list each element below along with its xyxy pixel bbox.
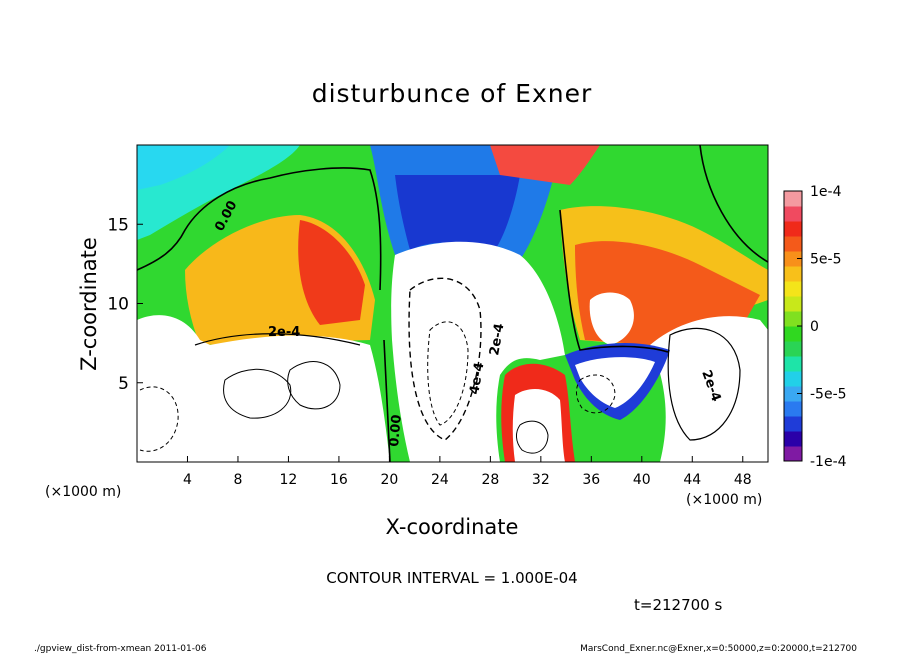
- contour-dashed-right-mid: [576, 374, 616, 414]
- contour-line-2e4-left: [194, 333, 361, 346]
- contour-line-zero-left: [137, 167, 382, 291]
- contour-loop-left-2: [287, 361, 341, 410]
- contour-dashed-center-inner: [427, 321, 469, 426]
- time-label: t=212700 s: [634, 596, 722, 614]
- colorbar-segment: [784, 266, 802, 282]
- heatmap-field: 0.00 2e-4 2e-4 4e-4 0.00 2e-4: [137, 145, 768, 462]
- x-tick-label: 40: [633, 472, 651, 488]
- x-axis: 4 8 12 16 20 24 28 32 36 40 44 48: [183, 456, 752, 488]
- field-region-cyan-ul-2: [137, 145, 230, 190]
- x-unit-label-right: (×1000 m): [686, 492, 762, 508]
- field-region-white-lower-center: [512, 388, 565, 462]
- colorbar-segment: [784, 371, 802, 387]
- footer-right: MarsCond_Exner.nc@Exner,x=0:50000,z=0:20…: [580, 644, 857, 654]
- x-tick-label: 20: [380, 472, 398, 488]
- chart-title: disturbunce of Exner: [312, 79, 593, 108]
- x-tick-label: 4: [183, 472, 192, 488]
- colorbar-tick-label: 0: [810, 319, 819, 335]
- x-tick-label: 12: [280, 472, 298, 488]
- colorbar-segment: [784, 446, 802, 462]
- footer-left: ./gpview_dist-from-xmean 2011-01-06: [34, 644, 207, 654]
- colorbar-segment: [784, 191, 802, 207]
- y-axis: 5 10 15: [107, 215, 143, 394]
- colorbar-segment: [784, 386, 802, 402]
- y-axis-label: Z-coordinate: [77, 237, 101, 371]
- x-tick-label: 8: [233, 472, 242, 488]
- y-tick-label: 15: [107, 215, 129, 235]
- contour-dashed-center-outer: [408, 277, 482, 441]
- colorbar-frame: [783, 190, 803, 462]
- x-tick-label: 16: [330, 472, 348, 488]
- colorbar-tick-label: 5e-5: [810, 252, 841, 268]
- field-region-white-left: [137, 315, 390, 462]
- colorbar-segment: [784, 326, 802, 342]
- field-region-white-ur-blob: [589, 292, 634, 345]
- contour-loop-left-1: [223, 368, 292, 419]
- colorbar-tick-label: -1e-4: [810, 454, 847, 470]
- field-region-white-center: [391, 241, 565, 462]
- colorbar-segment: [784, 356, 802, 372]
- contour-line-zero-right: [699, 145, 768, 263]
- colorbar-segment: [784, 431, 802, 447]
- x-tick-label: 24: [431, 472, 449, 488]
- contour-loop-lower-center: [516, 420, 549, 454]
- x-tick-label: 36: [582, 472, 600, 488]
- colorbar-segment: [784, 401, 802, 417]
- y-tick-label: 5: [118, 374, 129, 394]
- x-tick-label: 48: [734, 472, 752, 488]
- x-tick-label: 44: [683, 472, 701, 488]
- contour-line-zero-center: [559, 209, 669, 353]
- colorbar-segment: [784, 341, 802, 357]
- colorbar-segment: [784, 281, 802, 297]
- x-tick-label: 32: [532, 472, 550, 488]
- field-region-red-left: [298, 220, 365, 325]
- contour-line-zero-lower: [383, 339, 391, 462]
- field-region-red-top: [490, 145, 600, 185]
- colorbar-segment: [784, 416, 802, 432]
- colorbar-segment: [784, 251, 802, 267]
- y-tick-label: 10: [107, 295, 129, 315]
- contour-label: 2e-4: [487, 322, 507, 356]
- contour-label: 0.00: [387, 414, 405, 447]
- colorbar-tick-label: -5e-5: [810, 387, 847, 403]
- contour-label: 2e-4: [268, 325, 300, 340]
- colorbar-segment: [784, 236, 802, 252]
- contour-interval: CONTOUR INTERVAL = 1.000E-04: [326, 569, 577, 587]
- colorbar: 1e-4 5e-5 0 -5e-5 -1e-4: [784, 184, 847, 470]
- contour-dashed-left-edge: [139, 386, 179, 452]
- contour-label: 4e-4: [467, 361, 487, 395]
- colorbar-segment: [784, 296, 802, 312]
- colorbar-segment: [784, 206, 802, 222]
- contour-loop-right: [667, 327, 741, 441]
- x-tick-label: 28: [481, 472, 499, 488]
- colorbar-segment: [784, 221, 802, 237]
- x-unit-label: (×1000 m): [45, 484, 121, 500]
- field-region-white-right-mid: [575, 357, 655, 408]
- colorbar-tick-label: 1e-4: [810, 184, 842, 200]
- colorbar-segment: [784, 311, 802, 327]
- x-axis-label: X-coordinate: [386, 515, 519, 539]
- field-region-darkblue-top: [395, 175, 520, 250]
